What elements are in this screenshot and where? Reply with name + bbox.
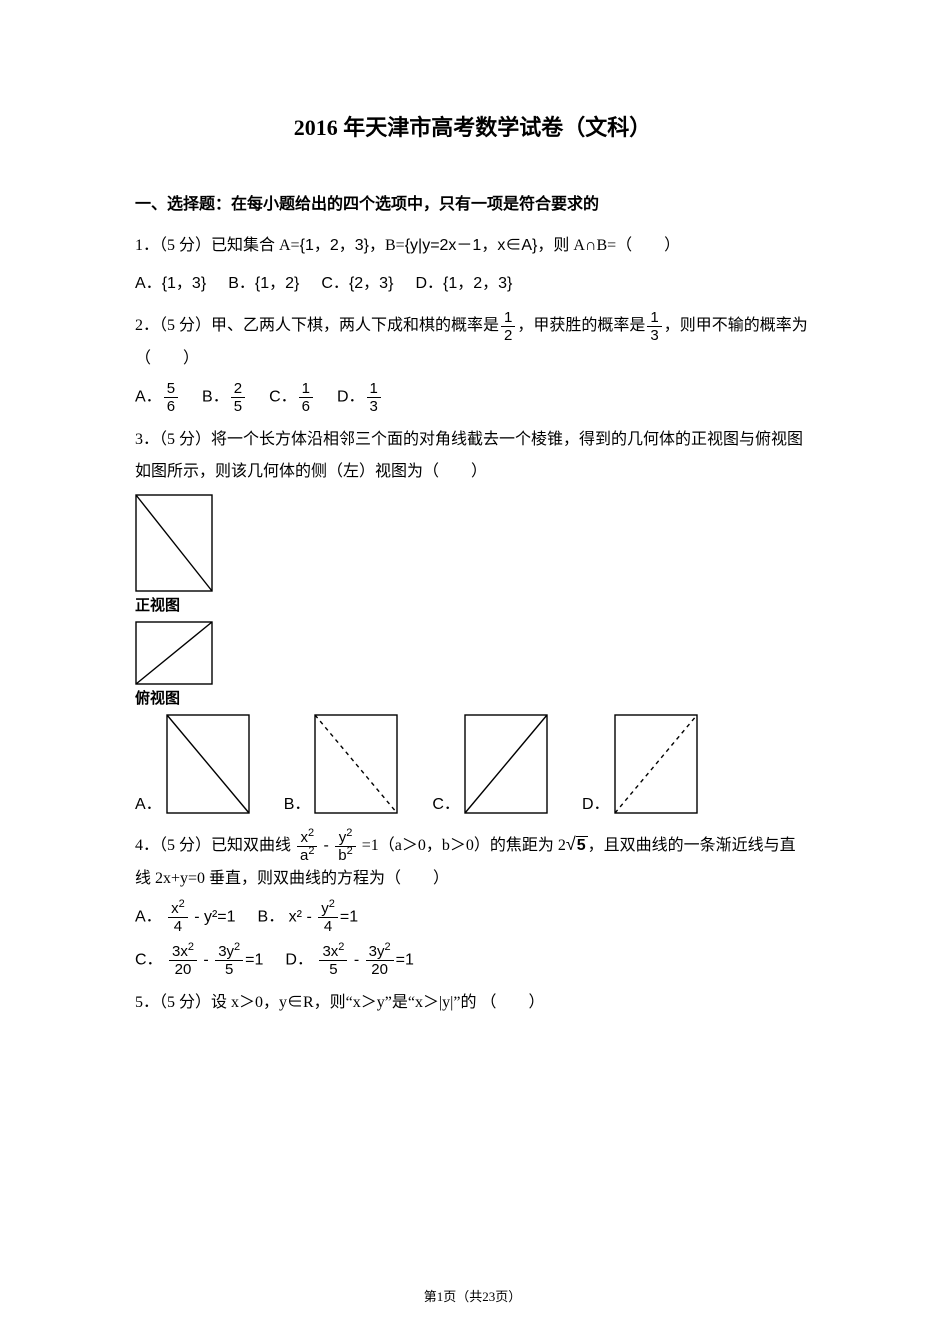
q3-fig-b	[314, 714, 398, 814]
q2-frac1-den: 2	[501, 327, 515, 343]
q3-choices: A． B． C． D．	[135, 714, 810, 814]
section-heading: 一、选择题：在每小题给出的四个选项中，只有一项是符合要求的	[135, 190, 810, 220]
q3-choice-c: C．	[432, 714, 548, 814]
q2-opt-c: C．16	[269, 381, 315, 414]
q2-opt-a: A．56	[135, 381, 180, 414]
q1-options: A．{1，3} B．{1，2} C．{2，3} D．{1，2，3}	[135, 268, 810, 300]
q4b-d: 4	[318, 918, 338, 934]
q2-frac2: 13	[647, 310, 661, 343]
q3-label-d: D．	[582, 790, 610, 814]
page-footer: 第1页（共23页）	[0, 1286, 945, 1305]
question-2: 2．（5 分）甲、乙两人下棋，两人下成和棋的概率是12，甲获胜的概率是13，则甲…	[135, 310, 810, 375]
q4b-n: y	[321, 900, 329, 917]
q2-c-den: 6	[299, 398, 313, 414]
q2-d-den: 3	[367, 398, 381, 414]
q4d-n1: 3x	[322, 943, 338, 960]
q4-opt-d: D． 3x25 - 3y220=1	[285, 944, 413, 977]
question-3: 3．（5 分）将一个长方体沿相邻三个面的对角线截去一个棱锥，得到的几何体的正视图…	[135, 424, 810, 488]
q3-label-a: A．	[135, 790, 162, 814]
page: 2016 年天津市高考数学试卷（文科） 一、选择题：在每小题给出的四个选项中，只…	[0, 0, 945, 1337]
q2-opt-b: B．25	[202, 381, 247, 414]
q3-label-b: B．	[284, 790, 311, 814]
q2-b-den: 5	[231, 398, 245, 414]
front-view-svg	[135, 494, 213, 592]
q4-opt-c: C． 3x220 - 3y25=1	[135, 944, 263, 977]
q1-text-b: ，B=	[369, 237, 405, 254]
q4c-n2: 3y	[218, 943, 234, 960]
front-view-caption: 正视图	[135, 594, 810, 615]
q1-setB: {y|y=2x－1，x∈A}	[405, 237, 538, 254]
sqrt-icon: √5	[566, 826, 588, 862]
q4-options-row2: C． 3x220 - 3y25=1 D． 3x25 - 3y220=1	[135, 944, 810, 977]
q3-front-view: 正视图	[135, 494, 810, 615]
q1-opt-b: B．{1，2}	[228, 268, 299, 300]
q4a-d: 4	[168, 918, 188, 934]
q1-opt-d: D．{1，2，3}	[415, 268, 512, 300]
q2-frac1: 12	[501, 310, 515, 343]
q4b-t1: x²	[289, 909, 302, 926]
q1-opt-b-val: {1，2}	[255, 275, 300, 292]
q3-label-c: C．	[432, 790, 460, 814]
q3-fig-c	[464, 714, 548, 814]
q1-opt-a: A．{1，3}	[135, 268, 206, 300]
q4-sqrt-val: 5	[576, 836, 588, 854]
q4-opt-a: A． x24 - y²=1	[135, 901, 236, 934]
q2-d-num: 1	[367, 381, 381, 398]
q4-text-b: =1（a＞0，b＞0）的焦距为 2	[362, 837, 566, 854]
q2-options: A．56 B．25 C．16 D．13	[135, 381, 810, 414]
q4d-d2: 20	[366, 961, 394, 977]
q3-top-view: 俯视图	[135, 621, 810, 708]
q1-opt-d-val: {1，2，3}	[443, 275, 512, 292]
q2-b-num: 2	[231, 381, 245, 398]
q4-options-row1: A． x24 - y²=1 B． x² - y24=1	[135, 901, 810, 934]
q2-a-den: 6	[164, 398, 178, 414]
q1-opt-c-val: {2，3}	[349, 275, 394, 292]
q4c-n1: 3x	[172, 943, 188, 960]
q4a-n: x	[171, 900, 179, 917]
q4-hy-x: x2 a2	[297, 830, 317, 863]
minus-icon: -	[323, 837, 333, 854]
q3-fig-a	[166, 714, 250, 814]
q3-fig-d	[614, 714, 698, 814]
q3-choice-b: B．	[284, 714, 399, 814]
q2-frac1-num: 1	[501, 310, 515, 327]
q2-frac2-den: 3	[647, 327, 661, 343]
q4-xnum: x	[300, 829, 308, 846]
q4-opt-b: B． x² - y24=1	[258, 901, 359, 934]
q4-yden: b	[338, 847, 346, 864]
question-4: 4．（5 分）已知双曲线 x2 a2 - y2 b2 =1（a＞0，b＞0）的焦…	[135, 826, 810, 895]
q2-frac2-num: 1	[647, 310, 661, 327]
top-view-caption: 俯视图	[135, 687, 810, 708]
q4d-n2: 3y	[369, 943, 385, 960]
q1-opt-c: C．{2，3}	[321, 268, 393, 300]
top-view-svg	[135, 621, 213, 685]
q4-hy-y: y2 b2	[335, 830, 355, 863]
q1-text-a: 1．（5 分）已知集合 A=	[135, 237, 300, 254]
q2-text-a: 2．（5 分）甲、乙两人下棋，两人下成和棋的概率是	[135, 318, 499, 335]
q2-opt-d: D．13	[337, 381, 383, 414]
q4a-t2: y²=1	[204, 909, 236, 926]
q4c-d2: 5	[215, 961, 243, 977]
q1-text-c: ，则 A∩B=（ ）	[537, 237, 680, 254]
doc-title: 2016 年天津市高考数学试卷（文科）	[135, 110, 810, 142]
q2-text-b: ，甲获胜的概率是	[517, 318, 645, 335]
q1-opt-a-val: {1，3}	[162, 275, 207, 292]
q4c-d1: 20	[169, 961, 197, 977]
q4-text-a: 4．（5 分）已知双曲线	[135, 837, 291, 854]
question-1: 1．（5 分）已知集合 A={1，2，3}，B={y|y=2x－1，x∈A}，则…	[135, 230, 810, 262]
q4d-d1: 5	[319, 961, 347, 977]
q1-setA: {1，2，3}	[300, 237, 369, 254]
q3-choice-d: D．	[582, 714, 698, 814]
question-5: 5．（5 分）设 x＞0，y∈R，则“x＞y”是“x＞|y|”的 （ ）	[135, 987, 810, 1019]
q3-choice-a: A．	[135, 714, 250, 814]
q2-a-num: 5	[164, 381, 178, 398]
q2-c-num: 1	[299, 381, 313, 398]
